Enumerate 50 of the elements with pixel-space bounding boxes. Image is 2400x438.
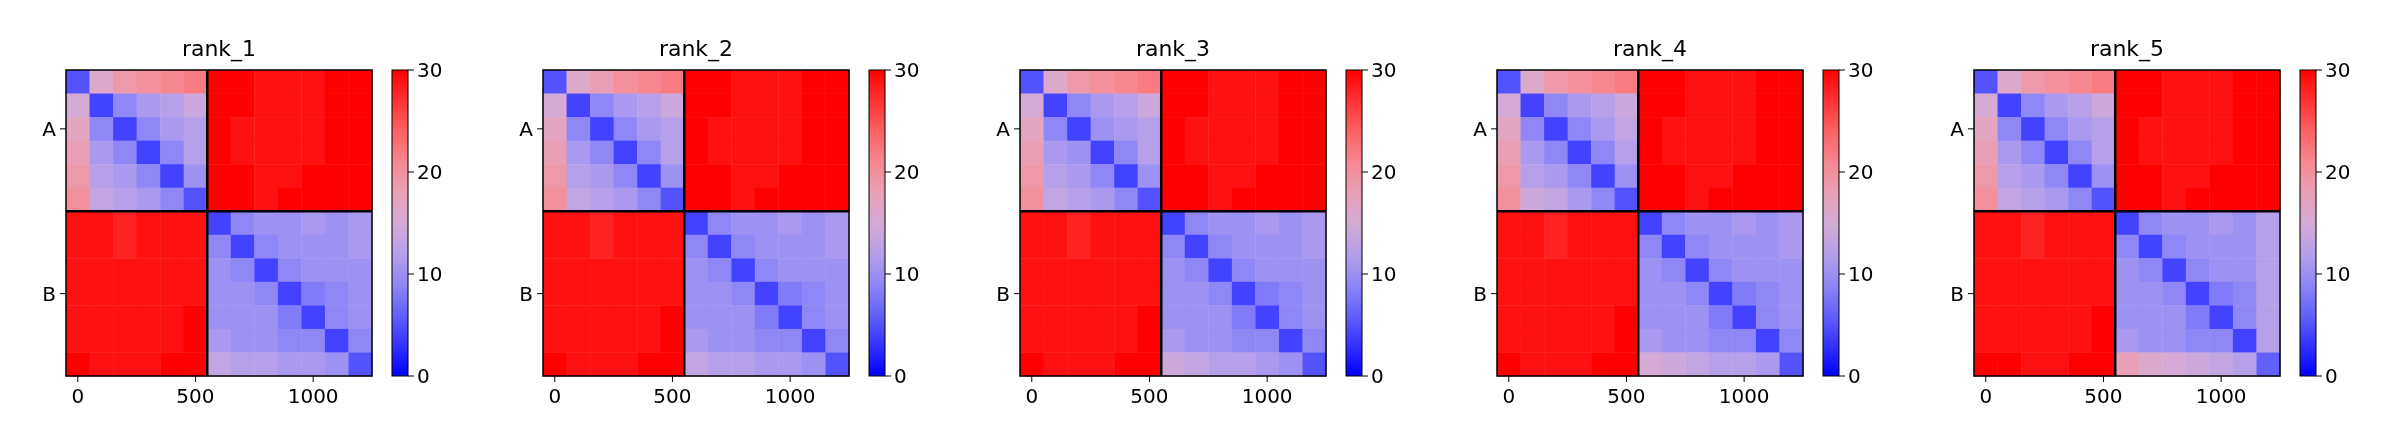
x-tick-label: 1000 bbox=[764, 384, 816, 408]
y-tick-label: A bbox=[1473, 116, 1488, 141]
y-tick-label: A bbox=[996, 116, 1011, 141]
y-tick-label: B bbox=[1473, 281, 1487, 306]
color-bar-label: 0 bbox=[417, 364, 430, 388]
x-tick-label: 1000 bbox=[1718, 384, 1770, 408]
color-bar-label: 30 bbox=[417, 58, 443, 82]
chart-title: rank_2 bbox=[658, 36, 734, 62]
y-tick-label: B bbox=[996, 281, 1010, 306]
color-bar-label: 20 bbox=[1371, 160, 1397, 184]
y-tick-label: A bbox=[1950, 116, 1965, 141]
color-bar-label: 10 bbox=[1848, 262, 1874, 286]
chart-title: rank_4 bbox=[1612, 36, 1688, 62]
color-bar-label: 30 bbox=[894, 58, 920, 82]
x-tick-label: 0 bbox=[71, 384, 85, 408]
chart-title: rank_3 bbox=[1135, 36, 1211, 62]
color-bar-label: 0 bbox=[894, 364, 907, 388]
x-tick-label: 0 bbox=[1502, 384, 1516, 408]
color-bar-label: 10 bbox=[1371, 262, 1397, 286]
x-tick-label: 1000 bbox=[2195, 384, 2247, 408]
color-bar-label: 30 bbox=[2325, 58, 2351, 82]
color-bar-label: 10 bbox=[2325, 262, 2351, 286]
y-tick-label: A bbox=[519, 116, 534, 141]
color-bar-label: 20 bbox=[894, 160, 920, 184]
x-tick-label: 1000 bbox=[1241, 384, 1293, 408]
y-tick-label: B bbox=[1950, 281, 1964, 306]
x-tick-label: 500 bbox=[653, 384, 692, 408]
color-bar-label: 0 bbox=[2325, 364, 2338, 388]
chart-title: rank_5 bbox=[2089, 36, 2165, 62]
x-tick-label: 0 bbox=[1979, 384, 1993, 408]
x-tick-label: 0 bbox=[548, 384, 562, 408]
y-tick-label: B bbox=[42, 281, 56, 306]
x-tick-label: 500 bbox=[176, 384, 215, 408]
x-tick-label: 1000 bbox=[287, 384, 339, 408]
x-tick-label: 500 bbox=[2084, 384, 2123, 408]
x-tick-label: 0 bbox=[1025, 384, 1039, 408]
x-tick-label: 500 bbox=[1607, 384, 1646, 408]
color-bar-label: 0 bbox=[1848, 364, 1861, 388]
color-bar-label: 0 bbox=[1371, 364, 1384, 388]
color-bar-label: 20 bbox=[1848, 160, 1874, 184]
y-tick-label: A bbox=[42, 116, 57, 141]
x-tick-label: 500 bbox=[1130, 384, 1169, 408]
color-bar-label: 30 bbox=[1848, 58, 1874, 82]
y-tick-label: B bbox=[519, 281, 533, 306]
color-bar-label: 20 bbox=[417, 160, 443, 184]
color-bar-label: 10 bbox=[417, 262, 443, 286]
color-bar-label: 30 bbox=[1371, 58, 1397, 82]
color-bar-label: 10 bbox=[894, 262, 920, 286]
color-bar-label: 20 bbox=[2325, 160, 2351, 184]
chart-title: rank_1 bbox=[181, 36, 257, 62]
